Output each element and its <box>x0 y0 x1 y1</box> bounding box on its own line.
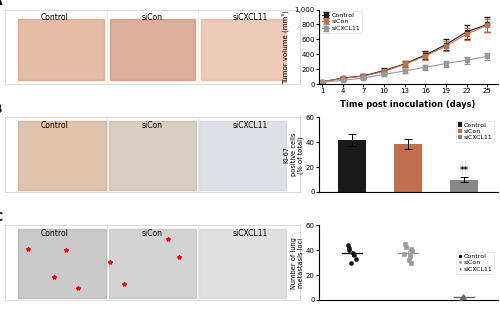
Bar <box>110 19 196 80</box>
Text: siCXCL11: siCXCL11 <box>233 121 268 130</box>
Text: C: C <box>0 211 2 224</box>
Point <box>407 247 415 252</box>
Point <box>402 244 409 249</box>
Bar <box>108 229 196 298</box>
Text: siCon: siCon <box>142 229 163 238</box>
Point <box>460 293 468 299</box>
Point <box>347 260 355 265</box>
Bar <box>199 121 286 190</box>
Point <box>350 253 358 258</box>
Point <box>345 248 353 253</box>
Y-axis label: Ki-67
positive cells
(% of total): Ki-67 positive cells (% of total) <box>284 133 304 176</box>
Point <box>408 260 416 265</box>
Point <box>352 256 360 262</box>
Text: siCXCL11: siCXCL11 <box>233 229 268 238</box>
Bar <box>450 180 478 192</box>
Bar <box>108 121 196 190</box>
Point <box>400 251 408 256</box>
Point <box>408 249 416 254</box>
Text: siCon: siCon <box>142 13 163 22</box>
Legend: Control, siCon, siCXCL11: Control, siCon, siCXCL11 <box>456 252 494 273</box>
Text: A: A <box>0 0 3 8</box>
Bar <box>18 229 106 298</box>
Legend: Control, siCon, siCXCL11: Control, siCon, siCXCL11 <box>456 121 494 142</box>
Bar <box>394 144 422 192</box>
Bar <box>199 229 286 298</box>
Text: siCon: siCon <box>142 121 163 130</box>
Legend: Control, siCon, siCXCL11: Control, siCon, siCXCL11 <box>320 11 362 33</box>
Point <box>457 296 465 301</box>
X-axis label: Time post inoculation (days): Time post inoculation (days) <box>340 100 476 109</box>
Text: Control: Control <box>40 13 68 22</box>
Point <box>406 254 414 259</box>
Bar <box>18 121 106 190</box>
Point <box>458 295 466 300</box>
Bar <box>18 19 104 80</box>
Point <box>460 295 468 300</box>
Bar <box>338 140 366 192</box>
Y-axis label: Tumor volume (mm³): Tumor volume (mm³) <box>282 10 289 84</box>
Point <box>344 243 352 248</box>
Point <box>405 258 413 263</box>
Text: **: ** <box>460 166 468 174</box>
Text: Control: Control <box>40 229 68 238</box>
Point <box>402 241 409 247</box>
Y-axis label: Number of lung
metastasis loci: Number of lung metastasis loci <box>291 237 304 289</box>
Bar <box>201 19 286 80</box>
Point <box>349 250 357 255</box>
Point <box>345 245 353 250</box>
Text: Control: Control <box>40 121 68 130</box>
Text: siCXCL11: siCXCL11 <box>233 13 268 22</box>
Text: B: B <box>0 103 2 116</box>
